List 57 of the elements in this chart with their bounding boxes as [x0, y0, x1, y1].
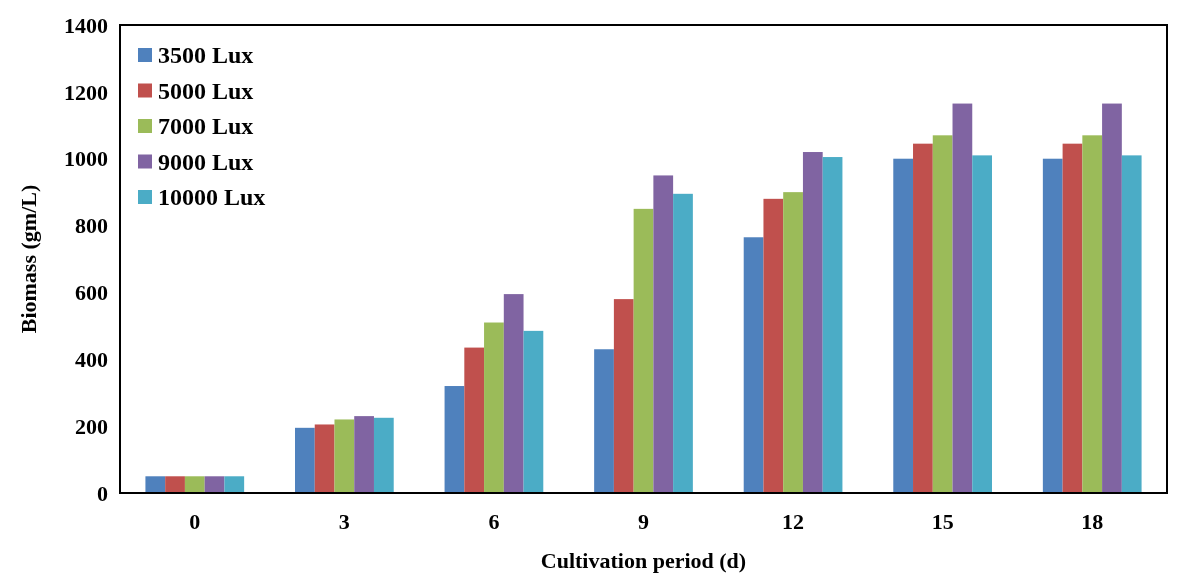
bar: [743, 237, 764, 493]
bar: [373, 417, 394, 493]
x-tick-label: 15: [931, 509, 954, 534]
y-tick-label: 1000: [64, 146, 108, 172]
bar: [893, 158, 914, 493]
bar: [802, 152, 823, 493]
bar: [464, 347, 485, 493]
bar: [1062, 143, 1083, 493]
y-axis-title: Biomass (gm/L): [16, 184, 41, 334]
x-tick-label: 18: [1081, 509, 1104, 534]
y-tick-label: 1200: [64, 79, 108, 105]
bar: [1082, 135, 1103, 493]
x-axis-title: Cultivation period (d): [540, 548, 747, 573]
bar: [484, 322, 504, 493]
bar: [204, 476, 225, 493]
bar: [354, 416, 374, 493]
bar: [613, 299, 634, 493]
bar: [314, 424, 335, 493]
bar: [295, 427, 315, 493]
legend-label: 3500 Lux: [158, 42, 254, 69]
bar: [913, 143, 933, 493]
bar: [822, 157, 843, 493]
bar: [334, 419, 355, 493]
bar: [145, 476, 166, 493]
x-tick-label: 3: [338, 509, 350, 534]
y-tick-label: 200: [75, 413, 108, 439]
x-tick-label: 0: [189, 509, 201, 534]
y-tick-label: 800: [75, 213, 108, 239]
bar: [972, 155, 992, 493]
y-tick-label: 600: [75, 280, 108, 306]
bar: [1121, 155, 1142, 493]
bar: [952, 103, 973, 493]
y-tick-label: 0: [97, 480, 108, 506]
bar: [165, 476, 185, 493]
bar: [673, 193, 693, 493]
bar: [184, 476, 205, 493]
bar: [1102, 103, 1122, 493]
bar: [932, 135, 953, 493]
bar: [653, 175, 674, 493]
bar: [523, 330, 544, 493]
bar: [444, 386, 465, 493]
bar: [783, 192, 803, 493]
x-tick-label: 12: [782, 509, 805, 534]
bar: [1042, 158, 1063, 493]
bar: [503, 294, 524, 493]
y-tick-label: 1400: [64, 12, 108, 38]
legend-label: 10000 Lux: [158, 184, 266, 211]
bar: [594, 349, 614, 493]
y-tick-label: 400: [75, 346, 108, 372]
legend-label: 7000 Lux: [158, 113, 254, 140]
x-tick-label: 9: [638, 509, 649, 534]
legend-label: 5000 Lux: [158, 77, 254, 104]
bar: [763, 198, 784, 493]
x-tick-label: 6: [488, 509, 500, 534]
bar: [633, 208, 654, 493]
legend-label: 9000 Lux: [158, 148, 254, 175]
bar: [224, 476, 245, 493]
